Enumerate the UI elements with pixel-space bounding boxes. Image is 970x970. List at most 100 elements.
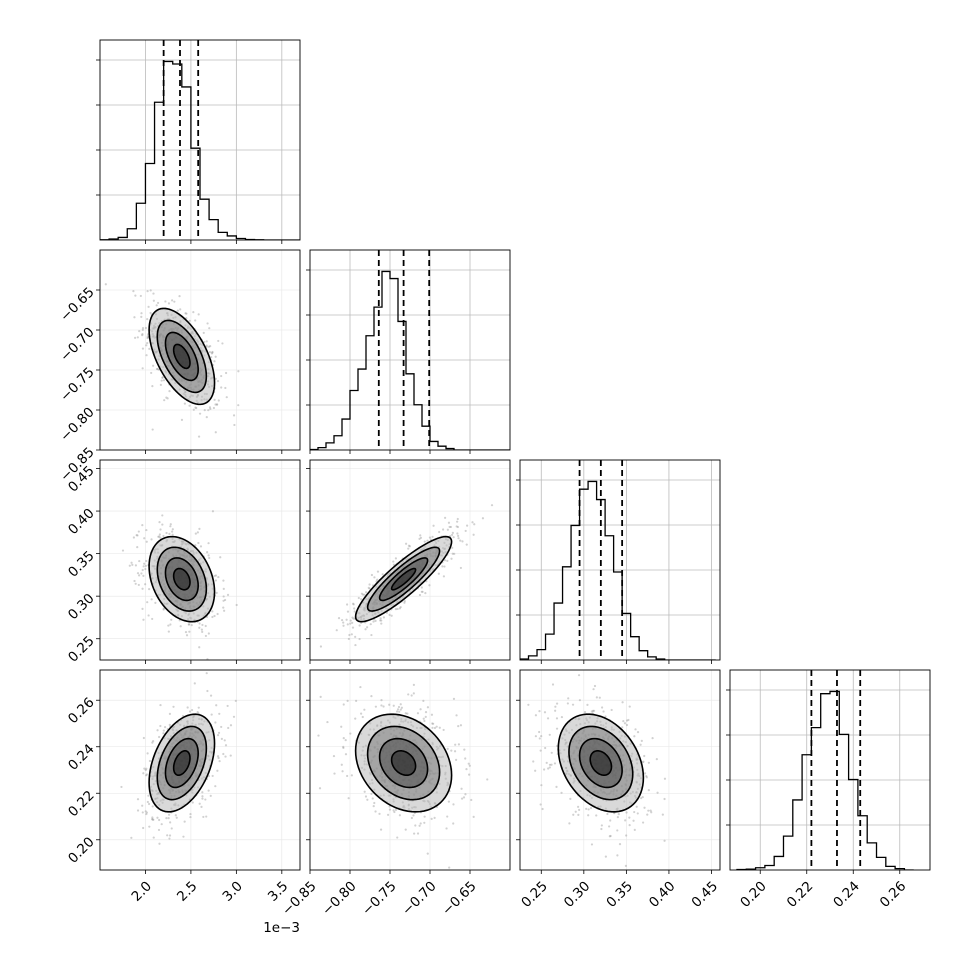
scatter-point bbox=[443, 559, 447, 562]
scatter-point bbox=[171, 528, 174, 531]
scatter-point bbox=[198, 802, 201, 805]
scatter-point bbox=[211, 610, 214, 613]
panel-border bbox=[729, 669, 931, 871]
scatter-point bbox=[146, 752, 149, 755]
scatter-point bbox=[569, 797, 572, 801]
scatter-point bbox=[139, 294, 142, 298]
scatter-point bbox=[577, 805, 580, 808]
scatter-point bbox=[455, 758, 458, 762]
scatter-point bbox=[144, 567, 147, 571]
scatter-point bbox=[566, 702, 569, 705]
scatter-point bbox=[217, 575, 220, 579]
scatter-point bbox=[197, 541, 200, 545]
scatter-point bbox=[370, 695, 373, 698]
scatter-point bbox=[404, 828, 407, 831]
scatter-point bbox=[551, 683, 555, 686]
histogram-bar bbox=[520, 480, 716, 660]
scatter-point bbox=[362, 593, 365, 596]
scatter-point bbox=[622, 720, 625, 723]
scatter-point bbox=[151, 818, 154, 821]
scatter-point bbox=[628, 705, 631, 708]
scatter-point bbox=[424, 711, 428, 714]
scatter-point bbox=[540, 784, 543, 787]
scatter-point bbox=[399, 708, 402, 711]
scatter-point bbox=[359, 685, 362, 689]
scatter-point bbox=[354, 635, 357, 638]
scatter-point bbox=[206, 322, 209, 325]
scatter-point bbox=[207, 542, 210, 545]
scatter-point bbox=[353, 610, 356, 613]
scatter-point bbox=[587, 808, 590, 811]
scatter-point bbox=[396, 607, 399, 611]
scatter-point bbox=[628, 824, 631, 827]
scatter-point bbox=[198, 626, 201, 629]
scatter-point bbox=[545, 761, 548, 764]
scatter-point bbox=[625, 811, 628, 814]
scatter-point bbox=[548, 766, 551, 769]
scatter-point bbox=[143, 767, 146, 770]
scatter-point bbox=[184, 312, 187, 315]
scatter-point bbox=[151, 741, 154, 744]
scatter-point bbox=[539, 749, 542, 752]
scatter-point bbox=[163, 399, 166, 402]
scatter-point bbox=[382, 616, 386, 619]
scatter-point bbox=[392, 563, 396, 566]
scatter-point bbox=[450, 533, 454, 537]
scatter-point bbox=[150, 598, 153, 601]
scatter-point bbox=[534, 735, 537, 738]
contour-line bbox=[156, 725, 208, 801]
scatter-point bbox=[224, 371, 228, 375]
scatter-point bbox=[157, 828, 161, 832]
scatter-point bbox=[141, 607, 144, 610]
scatter-point bbox=[225, 396, 228, 399]
scatter-point bbox=[416, 832, 420, 835]
scatter-point bbox=[143, 537, 146, 540]
scatter-point bbox=[161, 514, 164, 517]
scatter-point bbox=[404, 542, 408, 545]
scatter-point bbox=[379, 828, 383, 831]
scatter-point bbox=[449, 525, 452, 529]
scatter-point bbox=[141, 804, 144, 807]
panel-border bbox=[99, 249, 301, 451]
panel-border bbox=[519, 459, 721, 661]
scatter-point bbox=[640, 797, 643, 800]
scatter-point bbox=[604, 855, 607, 858]
scatter-point bbox=[527, 703, 530, 706]
scatter-point bbox=[546, 717, 550, 720]
scatter-point bbox=[161, 376, 164, 379]
scatter-point bbox=[190, 708, 194, 712]
scatter-point bbox=[162, 607, 165, 610]
scatter-point bbox=[207, 345, 211, 348]
scatter-point bbox=[555, 727, 559, 730]
scatter-point bbox=[145, 344, 148, 347]
scatter-point bbox=[144, 326, 148, 330]
scatter-point bbox=[174, 814, 177, 817]
scatter-point bbox=[165, 817, 168, 820]
scatter-point bbox=[342, 737, 345, 740]
scatter-point bbox=[450, 749, 453, 752]
scatter-point bbox=[144, 583, 147, 586]
scatter-point bbox=[452, 697, 456, 700]
scatter-point bbox=[351, 626, 355, 629]
scatter-point bbox=[154, 601, 157, 604]
scatter-point bbox=[133, 316, 136, 319]
scatter-point bbox=[651, 737, 654, 740]
scatter-point bbox=[214, 355, 217, 358]
contour-line bbox=[156, 319, 208, 394]
scatter-point bbox=[147, 802, 151, 806]
scatter-point bbox=[412, 692, 415, 695]
scatter-point bbox=[212, 406, 216, 410]
scatter-point bbox=[470, 798, 473, 802]
scatter-point bbox=[210, 352, 214, 355]
scatter-point bbox=[649, 809, 652, 812]
scatter-point bbox=[442, 575, 446, 578]
histogram-bar bbox=[310, 270, 510, 450]
scatter-point bbox=[538, 730, 541, 734]
scatter-point bbox=[196, 531, 199, 534]
scatter-point bbox=[146, 336, 149, 340]
scatter-point bbox=[422, 699, 425, 702]
scatter-point bbox=[460, 797, 464, 800]
scatter-point bbox=[636, 731, 640, 734]
scatter-point bbox=[146, 289, 149, 293]
scatter-point bbox=[141, 327, 145, 330]
